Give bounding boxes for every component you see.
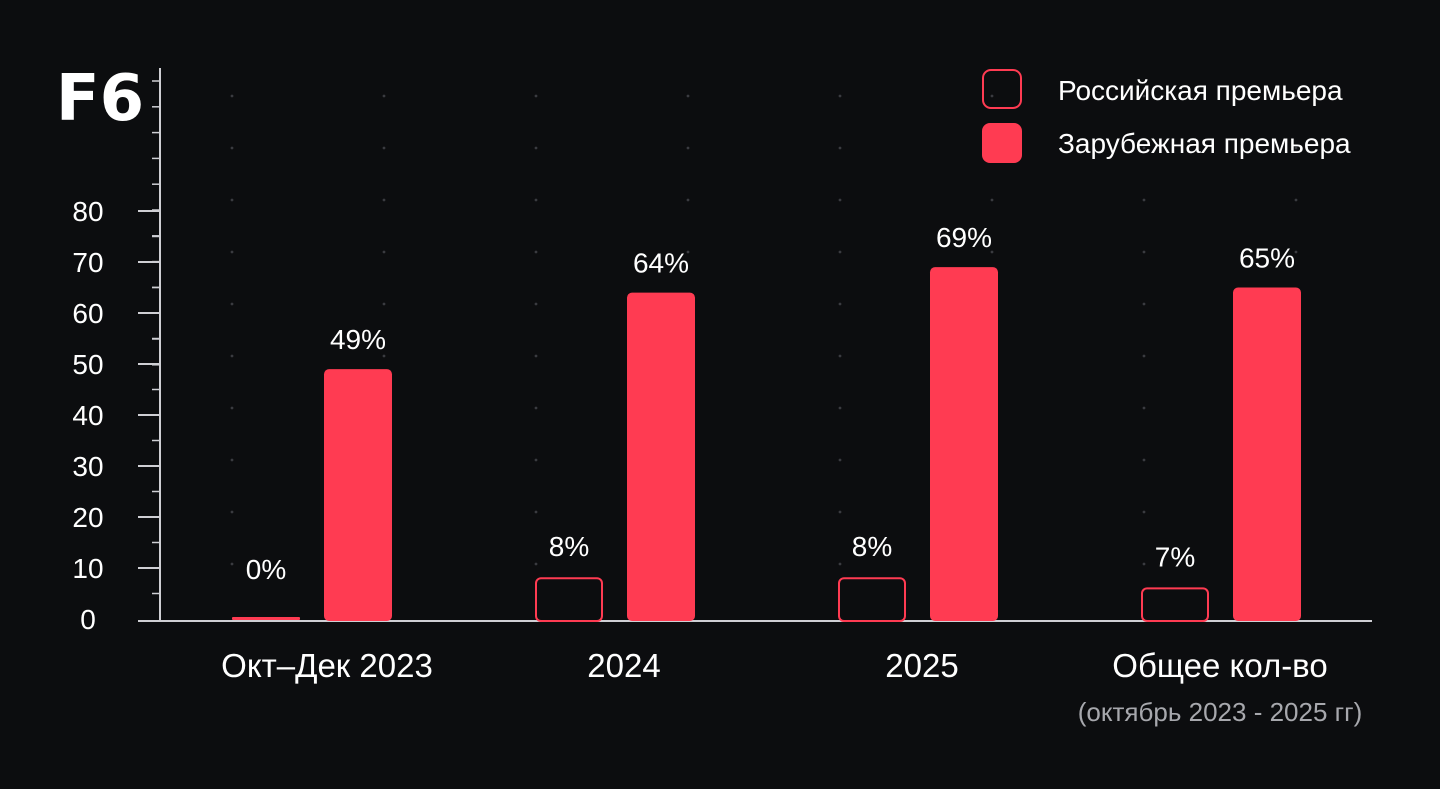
grid-dot [534, 562, 538, 566]
y-tick-label: 60 [72, 298, 103, 329]
grid-dot [382, 146, 386, 150]
y-tick-label: 0 [80, 604, 96, 635]
grid-dot [230, 198, 234, 202]
grid-dot [838, 302, 842, 306]
grid-dot [534, 354, 538, 358]
bar-foreign [1233, 287, 1301, 621]
grid-dot [230, 406, 234, 410]
grid-dot [686, 250, 690, 254]
grid-dot [1142, 94, 1146, 98]
data-label-foreign: 64% [633, 248, 689, 279]
bars [232, 267, 1301, 623]
grid-dot [838, 562, 842, 566]
bar-foreign [627, 292, 695, 621]
data-labels: 0% 49% 8% 64% 8% 69% 7% 65% [246, 222, 1295, 585]
grid-dot [230, 354, 234, 358]
category-label: Общее кол-во [1112, 647, 1327, 684]
grid-dot [534, 302, 538, 306]
category-label: 2024 [587, 647, 660, 684]
grid-dot [838, 250, 842, 254]
y-tick-label: 20 [72, 502, 103, 533]
grid-dot [230, 94, 234, 98]
grid-dot [838, 94, 842, 98]
grid-dot [1142, 562, 1146, 566]
grid-dot [1294, 198, 1298, 202]
grid-dot [1142, 250, 1146, 254]
category-labels: Окт–Дек 2023 2024 2025 Общее кол-во (октябрь… [221, 647, 1362, 727]
category-sublabel: (октябрь 2023 - 2025 гг) [1078, 697, 1363, 727]
y-tick-label: 40 [72, 400, 103, 431]
grid-dot [382, 302, 386, 306]
legend-swatch-foreign [982, 123, 1022, 163]
grid-dot [230, 510, 234, 514]
grid-dot [534, 250, 538, 254]
grid-dot [990, 250, 994, 254]
grid-dot [382, 250, 386, 254]
grid-dot [1294, 94, 1298, 98]
grid-dot [1142, 510, 1146, 514]
grid-dot [534, 458, 538, 462]
y-tick-label: 80 [72, 196, 103, 227]
grid-dot [990, 94, 994, 98]
grid-dot [382, 94, 386, 98]
grid-dot [1142, 146, 1146, 150]
grid-dot [1142, 406, 1146, 410]
category-label: 2025 [885, 647, 958, 684]
grid-dot [990, 198, 994, 202]
grid-dot [1294, 146, 1298, 150]
brand-logo: F6 [56, 62, 144, 136]
bar-russian [535, 577, 603, 623]
data-label-foreign: 49% [330, 324, 386, 355]
data-label-foreign: 69% [936, 222, 992, 253]
grid-dot [1142, 458, 1146, 462]
grid-dot [382, 354, 386, 358]
legend-label-foreign: Зарубежная премьера [1058, 128, 1351, 159]
grid-dot [534, 198, 538, 202]
grid-dot [1294, 250, 1298, 254]
grid-dot [1142, 354, 1146, 358]
grid-dot [838, 198, 842, 202]
bar-russian [1141, 587, 1209, 623]
grid-dot [686, 146, 690, 150]
grid-dot [534, 406, 538, 410]
grid-dot [534, 510, 538, 514]
data-label-russian: 8% [549, 531, 589, 562]
grid-dot [230, 562, 234, 566]
bar-russian [232, 617, 300, 620]
grid-dot [838, 406, 842, 410]
grid-dot [1142, 198, 1146, 202]
grid-dot [838, 146, 842, 150]
bar-foreign [930, 267, 998, 621]
y-tick-label: 50 [72, 349, 103, 380]
legend-label-russian: Российская премьера [1058, 75, 1343, 106]
grid-dot [230, 458, 234, 462]
category-label: Окт–Дек 2023 [221, 647, 433, 684]
grid-dot [382, 198, 386, 202]
grid-dot [686, 94, 690, 98]
grid-dot [230, 250, 234, 254]
data-label-foreign: 65% [1239, 243, 1295, 274]
grid-dot [230, 146, 234, 150]
grid-dot [534, 94, 538, 98]
grid-dot [534, 146, 538, 150]
data-label-russian: 7% [1155, 541, 1195, 572]
grid-dot [686, 198, 690, 202]
legend-swatch-russian [982, 69, 1022, 109]
legend: Российская премьера Зарубежная премьера [982, 69, 1351, 163]
bar-russian [838, 577, 906, 623]
data-label-russian: 0% [246, 554, 286, 585]
y-tick-label: 10 [72, 553, 103, 584]
bar-foreign [324, 369, 392, 621]
y-tick-label: 30 [72, 451, 103, 482]
grid-dot [1142, 302, 1146, 306]
grid-dot [838, 354, 842, 358]
grid-dot [230, 302, 234, 306]
grid-dot [838, 510, 842, 514]
y-tick-label: 70 [72, 247, 103, 278]
grid-dot [838, 458, 842, 462]
data-label-russian: 8% [852, 531, 892, 562]
